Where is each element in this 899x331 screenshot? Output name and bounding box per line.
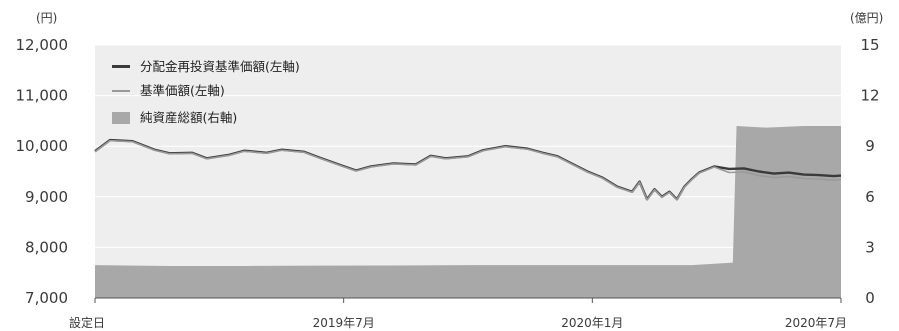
right-tick-label: 0 [865, 289, 875, 307]
legend-label-nav: 基準価額(左軸) [140, 83, 225, 98]
legend-label-reinvested: 分配金再投資基準価額(左軸) [140, 59, 300, 74]
net-assets-area [95, 125, 841, 299]
left-tick-label: 11,000 [16, 87, 69, 105]
legend-swatch-nav [112, 90, 130, 92]
x-ticks: 設定日 2019年7月 2020年1月 2020年7月 [69, 298, 847, 330]
left-axis: 12,000 11,000 10,000 9,000 8,000 7,000 [16, 36, 69, 307]
left-tick-label: 8,000 [25, 238, 68, 256]
gridlines [95, 44, 841, 248]
left-tick-label: 9,000 [25, 188, 68, 206]
right-axis: 15 12 9 6 3 0 [860, 36, 879, 307]
legend-swatch-reinvested [112, 65, 130, 68]
x-tick-label: 設定日 [69, 315, 105, 330]
line-series-nav [94, 139, 842, 201]
plot-background [95, 45, 841, 298]
right-tick-label: 15 [860, 36, 879, 54]
x-tick-label: 2019年7月 [313, 316, 375, 330]
right-tick-label: 6 [865, 188, 875, 206]
left-tick-label: 12,000 [16, 36, 69, 54]
legend-swatch-net-assets [112, 112, 130, 124]
x-tick-label: 2020年7月 [785, 316, 847, 330]
right-tick-label: 12 [860, 87, 879, 105]
legend: 分配金再投資基準価額(左軸) 基準価額(左軸) 純資産総額(右軸) [112, 59, 300, 125]
right-tick-label: 3 [865, 238, 875, 256]
price-lines [94, 138, 842, 201]
x-tick-label: 2020年1月 [561, 316, 623, 330]
right-axis-unit: (億円) [850, 11, 883, 25]
area-series-net-assets [95, 125, 841, 299]
left-tick-label: 10,000 [16, 137, 69, 155]
left-tick-label: 7,000 [25, 289, 68, 307]
right-tick-label: 9 [865, 137, 875, 155]
legend-label-net-assets: 純資産総額(右軸) [140, 110, 237, 125]
left-axis-unit: (円) [36, 11, 57, 25]
